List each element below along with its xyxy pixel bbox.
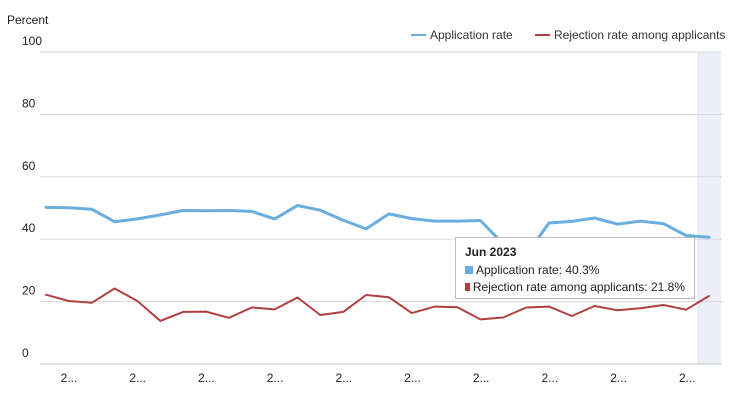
data-point[interactable]: [158, 213, 162, 217]
data-point[interactable]: [547, 221, 551, 225]
legend-label-rejection-rate[interactable]: Rejection rate among applicants: [554, 28, 725, 42]
x-tick-label: 2...: [198, 371, 215, 385]
data-point[interactable]: [616, 222, 620, 226]
data-point[interactable]: [90, 301, 94, 305]
data-point[interactable]: [135, 299, 139, 303]
data-point[interactable]: [250, 209, 254, 213]
data-point[interactable]: [90, 207, 94, 211]
gridlines: [40, 51, 722, 365]
data-point[interactable]: [273, 307, 277, 311]
data-point[interactable]: [570, 219, 574, 223]
hover-highlight-band: [697, 52, 721, 364]
data-point[interactable]: [67, 299, 71, 303]
data-point[interactable]: [227, 316, 231, 320]
data-point[interactable]: [318, 313, 322, 317]
x-tick-label: 2...: [610, 371, 627, 385]
data-point[interactable]: [204, 209, 208, 213]
y-axis-ticks: 0 20 40 60 80 100: [22, 34, 42, 360]
data-point[interactable]: [181, 209, 185, 213]
data-point[interactable]: [296, 204, 300, 208]
data-point[interactable]: [433, 219, 437, 223]
legend-label-application-rate[interactable]: Application rate: [430, 28, 513, 42]
data-point[interactable]: [250, 306, 254, 310]
tooltip-text-application-rate: Application rate: 40.3%: [476, 263, 600, 277]
data-point[interactable]: [341, 218, 345, 222]
data-point[interactable]: [364, 227, 368, 231]
data-point[interactable]: [593, 216, 597, 220]
data-point[interactable]: [478, 219, 482, 223]
data-point[interactable]: [456, 305, 460, 309]
x-tick-label: 2...: [404, 371, 421, 385]
data-point[interactable]: [593, 304, 597, 308]
tooltip-title: Jun 2023: [465, 245, 517, 259]
y-tick-label: 100: [22, 34, 42, 48]
data-point[interactable]: [181, 310, 185, 314]
x-tick-label: 2...: [61, 371, 78, 385]
data-point[interactable]: [547, 305, 551, 309]
data-point[interactable]: [707, 294, 711, 298]
y-tick-label: 40: [22, 221, 36, 235]
x-tick-label: 2...: [129, 371, 146, 385]
data-point[interactable]: [410, 311, 414, 315]
x-tick-label: 2...: [335, 371, 352, 385]
y-axis-label: Percent: [7, 13, 49, 27]
data-point[interactable]: [661, 222, 665, 226]
data-point[interactable]: [456, 219, 460, 223]
data-point[interactable]: [524, 306, 528, 310]
data-point[interactable]: [67, 206, 71, 210]
tooltip-text-rejection-rate: Rejection rate among applicants: 21.8%: [472, 280, 685, 294]
data-point[interactable]: [638, 306, 642, 310]
data-point[interactable]: [570, 314, 574, 318]
tooltip-row-rejection-rate: Rejection rate among applicants: 21.8%: [465, 280, 685, 294]
data-point[interactable]: [684, 308, 688, 312]
tooltip-swatch-rejection-rate: [465, 283, 470, 291]
data-point[interactable]: [501, 316, 505, 320]
data-point[interactable]: [158, 319, 162, 323]
data-point[interactable]: [478, 317, 482, 321]
data-point[interactable]: [227, 209, 231, 213]
y-tick-label: 20: [22, 284, 36, 298]
series-lines: [44, 204, 711, 323]
data-point[interactable]: [341, 310, 345, 314]
data-point[interactable]: [387, 295, 391, 299]
x-tick-label: 2...: [679, 371, 696, 385]
data-point[interactable]: [707, 235, 711, 239]
data-point[interactable]: [387, 212, 391, 216]
data-point[interactable]: [113, 287, 117, 291]
series-line-application-rate[interactable]: [44, 204, 711, 257]
data-point[interactable]: [296, 296, 300, 300]
data-point[interactable]: [113, 220, 117, 224]
tooltip-swatch-application-rate: [465, 266, 473, 274]
data-point[interactable]: [433, 305, 437, 309]
data-point[interactable]: [616, 308, 620, 312]
x-tick-label: 2...: [267, 371, 284, 385]
data-point[interactable]: [135, 217, 139, 221]
data-point[interactable]: [364, 293, 368, 297]
data-point[interactable]: [410, 217, 414, 221]
x-tick-label: 2...: [473, 371, 490, 385]
tooltip-row-application-rate: Application rate: 40.3%: [465, 263, 685, 277]
data-point[interactable]: [638, 219, 642, 223]
data-point[interactable]: [44, 293, 48, 297]
data-point[interactable]: [204, 310, 208, 314]
data-point[interactable]: [273, 217, 277, 221]
series-line-rejection-rate[interactable]: [45, 287, 710, 322]
x-tick-label: 2...: [542, 371, 559, 385]
y-tick-label: 0: [22, 346, 29, 360]
data-point[interactable]: [318, 208, 322, 212]
chart-tooltip: Jun 2023 Application rate: 40.3% Rejecti…: [455, 237, 695, 299]
y-tick-label: 60: [22, 159, 36, 173]
data-point[interactable]: [44, 205, 48, 209]
data-point[interactable]: [661, 303, 665, 307]
legend[interactable]: Application rate Rejection rate among ap…: [411, 28, 725, 42]
x-axis-ticks: 2... 2... 2... 2... 2... 2... 2... 2... 2... 2...: [61, 371, 696, 385]
y-tick-label: 80: [22, 96, 36, 110]
